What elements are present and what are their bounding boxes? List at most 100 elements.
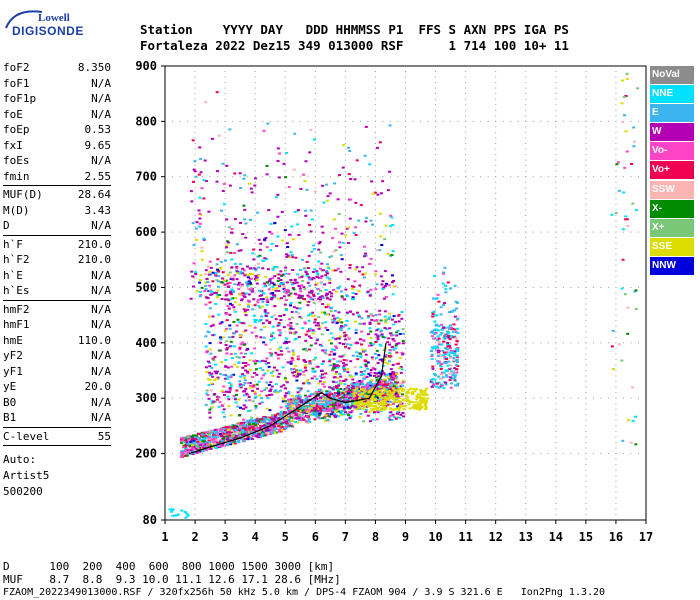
grid-dot (585, 314, 587, 316)
grid-dot (555, 148, 557, 150)
echo-dot (246, 284, 250, 287)
grid-dot (194, 375, 196, 377)
grid-dot (374, 237, 376, 239)
grid-dot (314, 309, 316, 311)
echo-dot (394, 394, 398, 397)
echo-dot (254, 404, 258, 407)
grid-dot (254, 303, 256, 305)
echo-dot (401, 328, 405, 331)
grid-dot (344, 480, 346, 482)
echo-dot (309, 337, 313, 340)
echo-dot (394, 386, 398, 389)
grid-dot (344, 264, 346, 266)
echo-dot (362, 420, 366, 423)
echo-dot (384, 361, 388, 364)
echo-dot (229, 414, 233, 417)
echo-dot (319, 404, 323, 407)
grid-dot (314, 419, 316, 421)
grid-dot (224, 353, 226, 355)
echo-dot (315, 409, 319, 412)
grid-dot (405, 320, 406, 322)
echo-dot (342, 408, 346, 411)
echo-dot (211, 271, 215, 274)
echo-dot (360, 389, 364, 392)
grid-dot (555, 513, 557, 515)
grid-dot (495, 131, 497, 133)
echo-dot (253, 390, 257, 393)
echo-dot (370, 356, 374, 359)
grid-dot (465, 298, 467, 300)
echo-dot (323, 313, 327, 316)
grid-dot (615, 408, 617, 410)
grid-dot (562, 397, 564, 399)
auto-scaling-line: 500200 (3, 485, 43, 498)
grid-dot (277, 231, 279, 233)
echo-dot (314, 412, 318, 415)
grid-dot (615, 203, 617, 205)
echo-dot (266, 397, 270, 400)
grid-dot (194, 342, 196, 344)
x-tick-label: 15 (579, 530, 593, 544)
grid-dot (615, 375, 617, 377)
grid-dot (374, 441, 376, 443)
echo-dot (325, 271, 329, 274)
grid-dot (562, 120, 564, 122)
grid-dot (359, 176, 361, 178)
echo-dot (238, 434, 242, 437)
grid-dot (427, 231, 429, 233)
grid-dot (585, 137, 587, 139)
echo-dot (360, 383, 364, 386)
grid-dot (367, 342, 369, 344)
echo-dot (231, 278, 235, 281)
grid-dot (615, 253, 617, 255)
echo-dot (291, 371, 295, 374)
grid-dot (172, 176, 174, 178)
echo-dot (234, 401, 238, 404)
grid-dot (314, 253, 316, 255)
grid-dot (254, 331, 256, 333)
grid-dot (329, 286, 331, 288)
echo-dot (208, 361, 212, 364)
echo-dot (359, 374, 363, 377)
grid-dot (374, 358, 376, 360)
echo-dot (276, 357, 280, 360)
echo-dot (387, 403, 391, 406)
grid-dot (637, 231, 639, 233)
grid-dot (269, 286, 271, 288)
grid-dot (194, 325, 196, 327)
grid-dot (615, 370, 617, 372)
echo-dot (345, 319, 349, 322)
echo-dot (324, 326, 328, 329)
grid-dot (269, 120, 271, 122)
grid-dot (450, 286, 452, 288)
echo-dot (247, 274, 251, 277)
echo-dot (385, 374, 389, 377)
grid-dot (615, 392, 617, 394)
echo-dot (228, 438, 232, 441)
grid-dot (194, 109, 196, 111)
echo-dot (295, 394, 299, 397)
echo-dot (328, 393, 332, 396)
grid-dot (465, 109, 467, 111)
grid-dot (435, 87, 437, 89)
echo-dot (369, 392, 373, 395)
echo-dot (269, 354, 273, 357)
echo-dot (213, 393, 217, 396)
grid-dot (254, 248, 256, 250)
grid-dot (585, 347, 587, 349)
echo-dot (272, 429, 276, 432)
grid-dot (465, 203, 467, 205)
grid-dot (344, 170, 346, 172)
grid-dot (577, 231, 579, 233)
echo-dot (262, 341, 266, 344)
echo-dot (230, 304, 234, 307)
echo-dot (333, 392, 337, 395)
echo-dot (364, 393, 368, 396)
grid-dot (224, 264, 226, 266)
grid-dot (615, 143, 617, 145)
echo-dot (284, 266, 288, 269)
grid-dot (412, 176, 414, 178)
echo-dot (230, 433, 234, 436)
grid-dot (187, 231, 189, 233)
echo-dot (232, 306, 236, 309)
